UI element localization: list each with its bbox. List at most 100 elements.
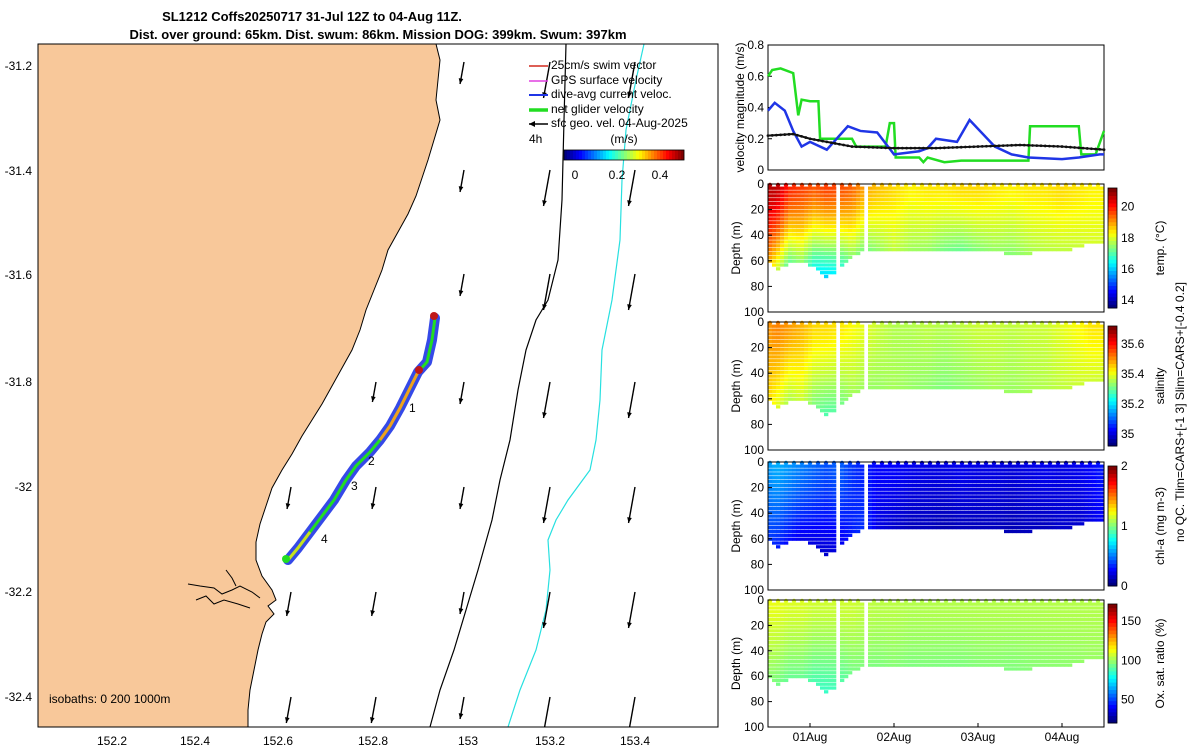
profile-cell [808,374,813,378]
profile-cell [1072,370,1077,374]
profile-cell [1024,240,1029,244]
profile-cell [828,541,833,545]
profile-cell [800,382,805,386]
profile-cell [856,362,861,367]
profile-cell [1056,224,1061,229]
profile-cell [884,209,889,213]
profile-cell [972,487,977,491]
profile-cell [884,464,889,468]
profile-cell [768,491,773,495]
profile-cell [856,244,861,248]
profile-cell [768,355,773,359]
profile-cell [884,518,889,522]
profile-cell [820,518,825,522]
profile-cell [1100,370,1105,374]
profile-cell [808,205,813,210]
profile-cell [880,514,885,518]
profile-cell [792,359,797,363]
profile-cell [984,366,989,371]
profile-cell [1084,464,1089,468]
profile-cell [792,510,797,514]
profile-cell [792,502,797,507]
profile-cell [1032,483,1037,488]
profile-cell [1068,201,1073,206]
profile-cell [1052,510,1057,514]
profile-cell [968,506,973,511]
profile-cell [824,510,829,514]
surface-dot [879,460,885,466]
profile-cell [792,198,797,202]
surface-dot [1063,460,1069,466]
profile-cell [928,336,933,340]
profile-cell [1072,201,1077,206]
profile-cell [1048,339,1053,344]
profile-colorbar-segment [1108,259,1117,264]
profile-cell [840,487,845,491]
profile-cell [776,389,781,394]
profile-cell [972,514,977,518]
profile-cell [968,487,973,491]
profile-cell [940,244,945,248]
profile-cell [828,248,833,252]
profile-cell [932,244,937,248]
profile-cell [844,228,849,233]
profile-cell [828,263,833,267]
profile-cell [768,255,773,259]
surface-dot [919,460,925,466]
profile-cell [1016,491,1021,495]
profile-cell [940,374,945,378]
profile-cell [868,495,873,499]
profile-cell [944,339,949,344]
profile-cell [944,201,949,206]
current-arrow [542,273,551,311]
velocity-point [896,146,900,150]
profile-cell [1064,351,1069,355]
profile-cell [1036,495,1041,499]
profile-cell [1016,324,1021,328]
profile-cell [984,495,989,499]
profile-cell [888,499,893,503]
profile-cell [936,479,941,484]
profile-cell [1088,491,1093,495]
profile-cell [1076,198,1081,202]
profile-colorbar-segment [1108,416,1117,421]
profile-colorbar-frame [1107,465,1118,587]
profile-cell [1024,194,1029,198]
profile-cell [1012,468,1017,472]
profile-cell [900,479,905,484]
profile-cell [820,487,825,491]
profile-cell [828,362,833,367]
profile-cell [924,232,929,236]
profile-cell [896,213,901,217]
profile-cell [768,652,773,656]
profile-cell [1096,479,1101,484]
profile-cell [888,240,893,244]
profile-cell [1048,347,1053,351]
profile-cell [772,472,777,476]
profile-cell [932,526,937,530]
profile-cell [772,236,777,240]
profile-cell [880,190,885,194]
profile-cell [908,522,913,526]
profile-cell [1028,487,1033,491]
profile-cell [828,464,833,468]
profile-cell [1016,190,1021,194]
profile-cell [860,328,865,332]
profile-cell [840,339,845,344]
profile-cell [956,472,961,476]
profile-cell [956,506,961,511]
profile-cell [844,259,849,263]
profile-cell [976,374,981,378]
profile-cell [996,472,1001,476]
profile-cell [816,339,821,344]
profile-cell [1008,483,1013,488]
profile-cell [1080,514,1085,518]
profile-cell [920,483,925,488]
profile-cell [844,224,849,229]
profile-cell [1004,370,1009,374]
profile-cell [916,491,921,495]
profile-cell [776,526,781,530]
profile-cell [896,378,901,382]
profile-ytick-label: 80 [751,557,765,571]
profile-cell [1084,343,1089,348]
